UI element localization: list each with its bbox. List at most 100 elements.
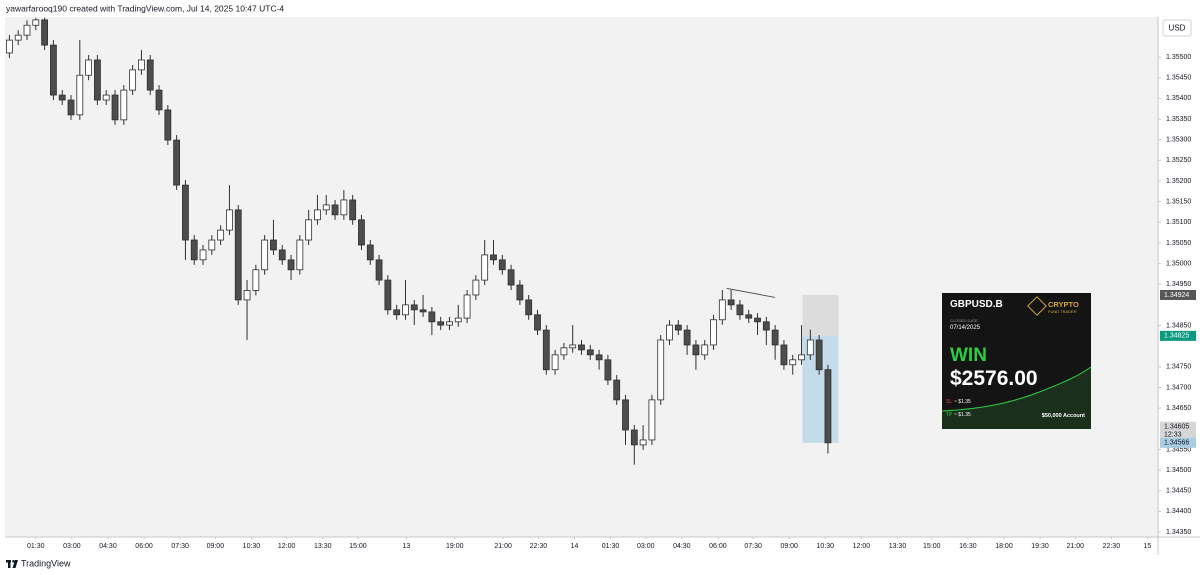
candle-body [164, 109, 172, 141]
y-tick-label: 1.34400 [1166, 508, 1191, 515]
candle-body [358, 219, 365, 246]
candle-body [278, 249, 286, 261]
candle-body [648, 399, 656, 441]
y-tick-label: 1.34350 [1166, 529, 1191, 536]
candle-body [393, 309, 401, 316]
candle-body [375, 259, 383, 281]
candle-body [736, 304, 744, 316]
price-label-box [1160, 289, 1196, 300]
footer-logo [6, 560, 18, 568]
candle-body [490, 254, 497, 261]
header: yawarfarooq190 created with TradingView.… [6, 3, 284, 13]
candle-body [331, 204, 339, 216]
candle-body [305, 219, 313, 241]
candle-body [692, 344, 700, 356]
candle-body [252, 269, 260, 291]
x-tick-label: 04:30 [99, 543, 117, 550]
candle-body [314, 209, 321, 221]
x-tick-label: 01:30 [602, 543, 620, 550]
candle-body [516, 284, 524, 301]
candle-body [428, 311, 436, 323]
candle-body [234, 209, 242, 301]
candle-body [542, 329, 550, 371]
sl-value: ~ $1.35 [954, 399, 971, 405]
card-curve [942, 366, 1091, 429]
candle-body [419, 309, 427, 313]
y-tick-label: 1.34500 [1166, 467, 1191, 474]
x-tick-label: 12:00 [278, 543, 296, 550]
candle-body [710, 319, 717, 346]
x-tick-label: 15:00 [923, 543, 941, 550]
y-tick-label: 1.35150 [1166, 198, 1191, 205]
y-tick-label: 1.35000 [1166, 260, 1191, 267]
x-tick-label: 13:30 [889, 543, 907, 550]
x-tick-label: 13 [402, 543, 410, 550]
candle-body [102, 94, 110, 101]
candle-body [366, 244, 374, 261]
x-tick-label: 07:30 [744, 543, 762, 550]
candle-body [507, 269, 515, 286]
candle-body [208, 239, 216, 251]
candle-body [798, 354, 805, 361]
y-tick-label: 1.35100 [1166, 219, 1191, 226]
currency-box[interactable] [1162, 19, 1192, 37]
candle-body [463, 294, 471, 319]
price-label-box [1160, 421, 1196, 440]
candle-body [446, 321, 453, 326]
x-tick-label: 10:30 [243, 543, 261, 550]
y-tick-label: 1.35200 [1166, 178, 1191, 185]
y-tick-label: 1.34750 [1166, 364, 1191, 371]
tp-value: ~ $1.35 [954, 412, 971, 418]
price-label-box [1160, 437, 1196, 448]
currency: USD [1169, 24, 1186, 33]
candle-body [67, 99, 75, 116]
x-tick-label: 12:00 [853, 543, 871, 550]
y-tick-label: 1.34700 [1166, 384, 1191, 391]
x-tick-label: 22:30 [530, 543, 548, 550]
candle-body [182, 184, 189, 241]
candle-body [586, 349, 594, 356]
price-label: 1.34924 [1164, 292, 1189, 299]
candle-body [815, 339, 823, 371]
candle-body [789, 359, 797, 366]
brand-top: CRYPTO [1048, 300, 1079, 309]
candle-body [76, 74, 84, 116]
candle-body [120, 89, 128, 121]
candle-body [58, 94, 66, 101]
position-risk [802, 294, 839, 336]
candle-body [525, 299, 533, 316]
x-tick-label: 18:00 [995, 543, 1013, 550]
candle-body [14, 34, 22, 41]
x-tick-label: 15 [1144, 543, 1152, 550]
candle-body [771, 329, 779, 346]
y-tick-label: 1.34850 [1166, 322, 1191, 329]
x-tick-label: 09:00 [780, 543, 798, 550]
x-tick-label: 10:30 [817, 543, 835, 550]
x-tick-label: 21:00 [1067, 543, 1085, 550]
tp-label: TP [946, 412, 953, 418]
candle-body [683, 329, 691, 346]
candle-body [551, 354, 559, 371]
card-symbol: GBPUSD.B [950, 299, 1003, 310]
candle-body [604, 359, 612, 381]
candle-body [287, 259, 295, 271]
plot-area [5, 17, 1158, 537]
x-tick-label: 07:30 [171, 543, 189, 550]
x-tick-label: 06:00 [709, 543, 727, 550]
y-tick-label: 1.35400 [1166, 95, 1191, 102]
candle-body [454, 317, 462, 323]
y-tick-label: 1.35050 [1166, 240, 1191, 247]
countdown: 12:33 [1164, 432, 1182, 439]
result: WIN [950, 345, 987, 366]
x-tick-label: 03:00 [637, 543, 655, 550]
candle-body [534, 314, 541, 331]
candle-body [569, 344, 577, 349]
x-tick-label: 06:00 [135, 543, 153, 550]
x-tick-label: 16:30 [959, 543, 977, 550]
candle-body [718, 299, 726, 321]
candle-body [780, 344, 788, 366]
candle-body [6, 39, 13, 54]
y-tick-label: 1.34950 [1166, 281, 1191, 288]
candle-body [296, 239, 304, 271]
